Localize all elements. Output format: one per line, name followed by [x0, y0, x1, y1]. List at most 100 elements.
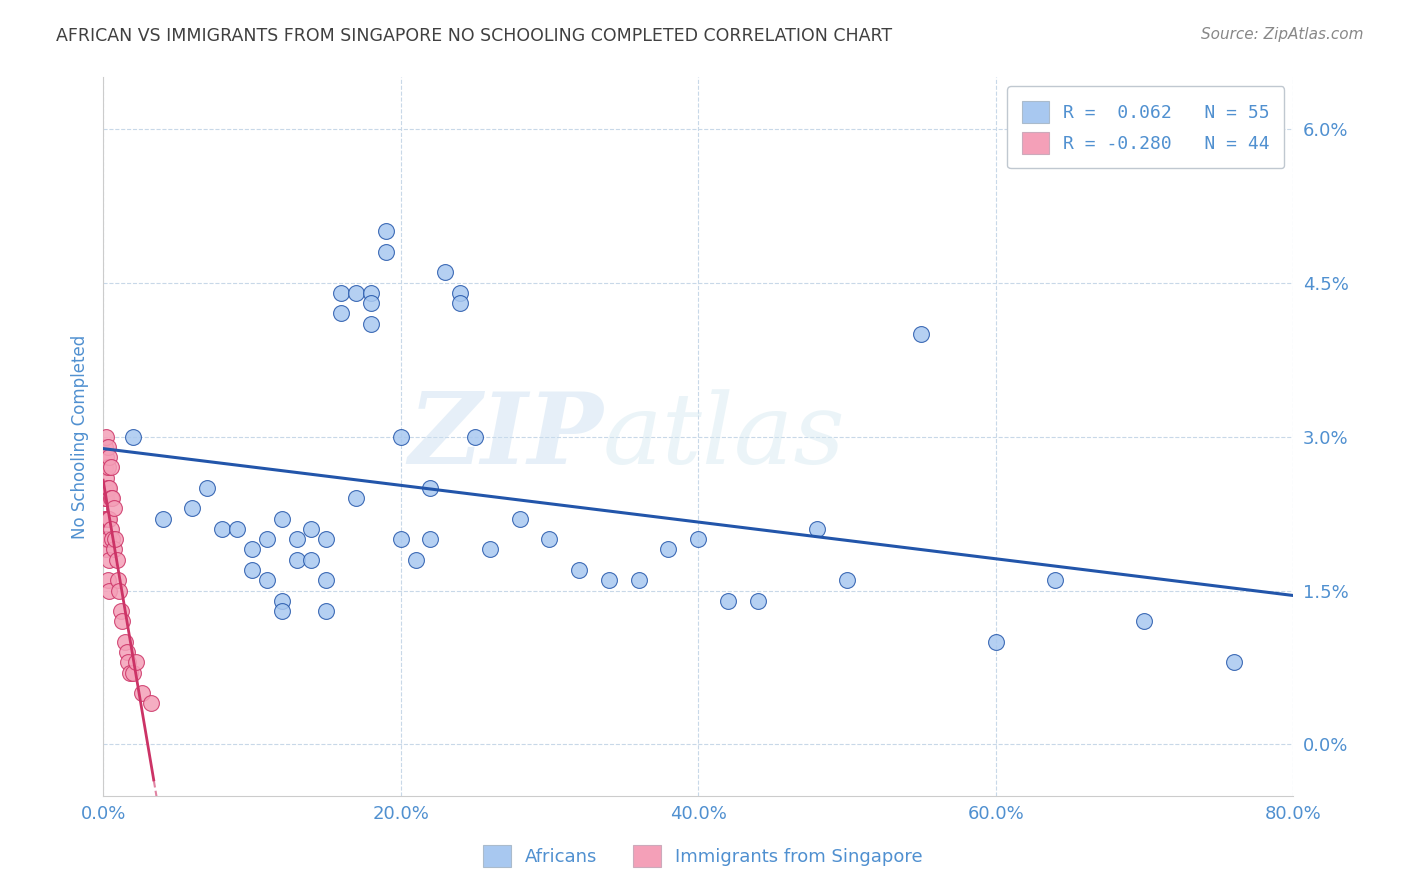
Point: [93, 533, 115, 547]
Y-axis label: No Schooling Completed: No Schooling Completed: [72, 334, 89, 539]
Point: [131, 686, 153, 700]
Point: [717, 594, 740, 608]
Text: AFRICAN VS IMMIGRANTS FROM SINGAPORE NO SCHOOLING COMPLETED CORRELATION CHART: AFRICAN VS IMMIGRANTS FROM SINGAPORE NO …: [56, 27, 893, 45]
Point: [568, 563, 591, 577]
Point: [98, 553, 121, 567]
Point: [389, 429, 412, 443]
Point: [110, 604, 132, 618]
Point: [240, 563, 263, 577]
Point: [98, 511, 121, 525]
Point: [419, 533, 441, 547]
Point: [270, 511, 292, 525]
Point: [1222, 656, 1244, 670]
Point: [984, 635, 1007, 649]
Point: [152, 511, 174, 525]
Point: [747, 594, 769, 608]
Point: [103, 542, 125, 557]
Point: [330, 306, 353, 320]
Point: [627, 574, 650, 588]
Point: [103, 501, 125, 516]
Legend: Africans, Immigrants from Singapore: Africans, Immigrants from Singapore: [477, 838, 929, 874]
Point: [509, 511, 531, 525]
Point: [93, 460, 115, 475]
Point: [122, 429, 145, 443]
Point: [117, 656, 139, 670]
Point: [270, 604, 292, 618]
Point: [93, 481, 115, 495]
Point: [98, 481, 121, 495]
Point: [115, 645, 138, 659]
Point: [111, 615, 134, 629]
Point: [104, 533, 127, 547]
Point: [97, 574, 120, 588]
Point: [100, 491, 122, 505]
Point: [226, 522, 249, 536]
Point: [910, 326, 932, 341]
Point: [330, 285, 353, 300]
Point: [688, 533, 710, 547]
Point: [97, 440, 120, 454]
Point: [107, 574, 129, 588]
Point: [538, 533, 561, 547]
Point: [360, 285, 382, 300]
Point: [93, 491, 115, 505]
Point: [806, 522, 828, 536]
Point: [101, 491, 124, 505]
Point: [598, 574, 620, 588]
Point: [122, 665, 145, 680]
Point: [118, 665, 141, 680]
Point: [1045, 574, 1067, 588]
Point: [835, 574, 858, 588]
Text: ZIP: ZIP: [408, 388, 603, 485]
Point: [105, 553, 128, 567]
Point: [97, 533, 120, 547]
Point: [125, 656, 148, 670]
Point: [97, 481, 120, 495]
Point: [315, 574, 337, 588]
Point: [344, 285, 367, 300]
Point: [108, 583, 131, 598]
Point: [97, 511, 120, 525]
Text: Source: ZipAtlas.com: Source: ZipAtlas.com: [1201, 27, 1364, 42]
Point: [98, 450, 121, 464]
Point: [93, 440, 115, 454]
Point: [419, 481, 441, 495]
Point: [285, 533, 308, 547]
Point: [299, 553, 322, 567]
Point: [285, 553, 308, 567]
Point: [195, 481, 218, 495]
Point: [434, 265, 457, 279]
Point: [114, 635, 136, 649]
Point: [94, 491, 117, 505]
Point: [449, 285, 471, 300]
Point: [139, 697, 162, 711]
Point: [1133, 615, 1156, 629]
Point: [94, 470, 117, 484]
Point: [101, 533, 124, 547]
Point: [240, 542, 263, 557]
Point: [181, 501, 204, 516]
Point: [100, 460, 122, 475]
Legend: R =  0.062   N = 55, R = -0.280   N = 44: R = 0.062 N = 55, R = -0.280 N = 44: [1007, 87, 1284, 169]
Text: atlas: atlas: [603, 389, 846, 484]
Point: [97, 460, 120, 475]
Point: [93, 511, 115, 525]
Point: [389, 533, 412, 547]
Point: [315, 604, 337, 618]
Point: [478, 542, 501, 557]
Point: [315, 533, 337, 547]
Point: [360, 296, 382, 310]
Point: [374, 224, 396, 238]
Point: [299, 522, 322, 536]
Point: [100, 522, 122, 536]
Point: [374, 244, 396, 259]
Point: [449, 296, 471, 310]
Point: [94, 429, 117, 443]
Point: [657, 542, 679, 557]
Point: [94, 450, 117, 464]
Point: [270, 594, 292, 608]
Point: [94, 542, 117, 557]
Point: [98, 583, 121, 598]
Point: [211, 522, 233, 536]
Point: [94, 511, 117, 525]
